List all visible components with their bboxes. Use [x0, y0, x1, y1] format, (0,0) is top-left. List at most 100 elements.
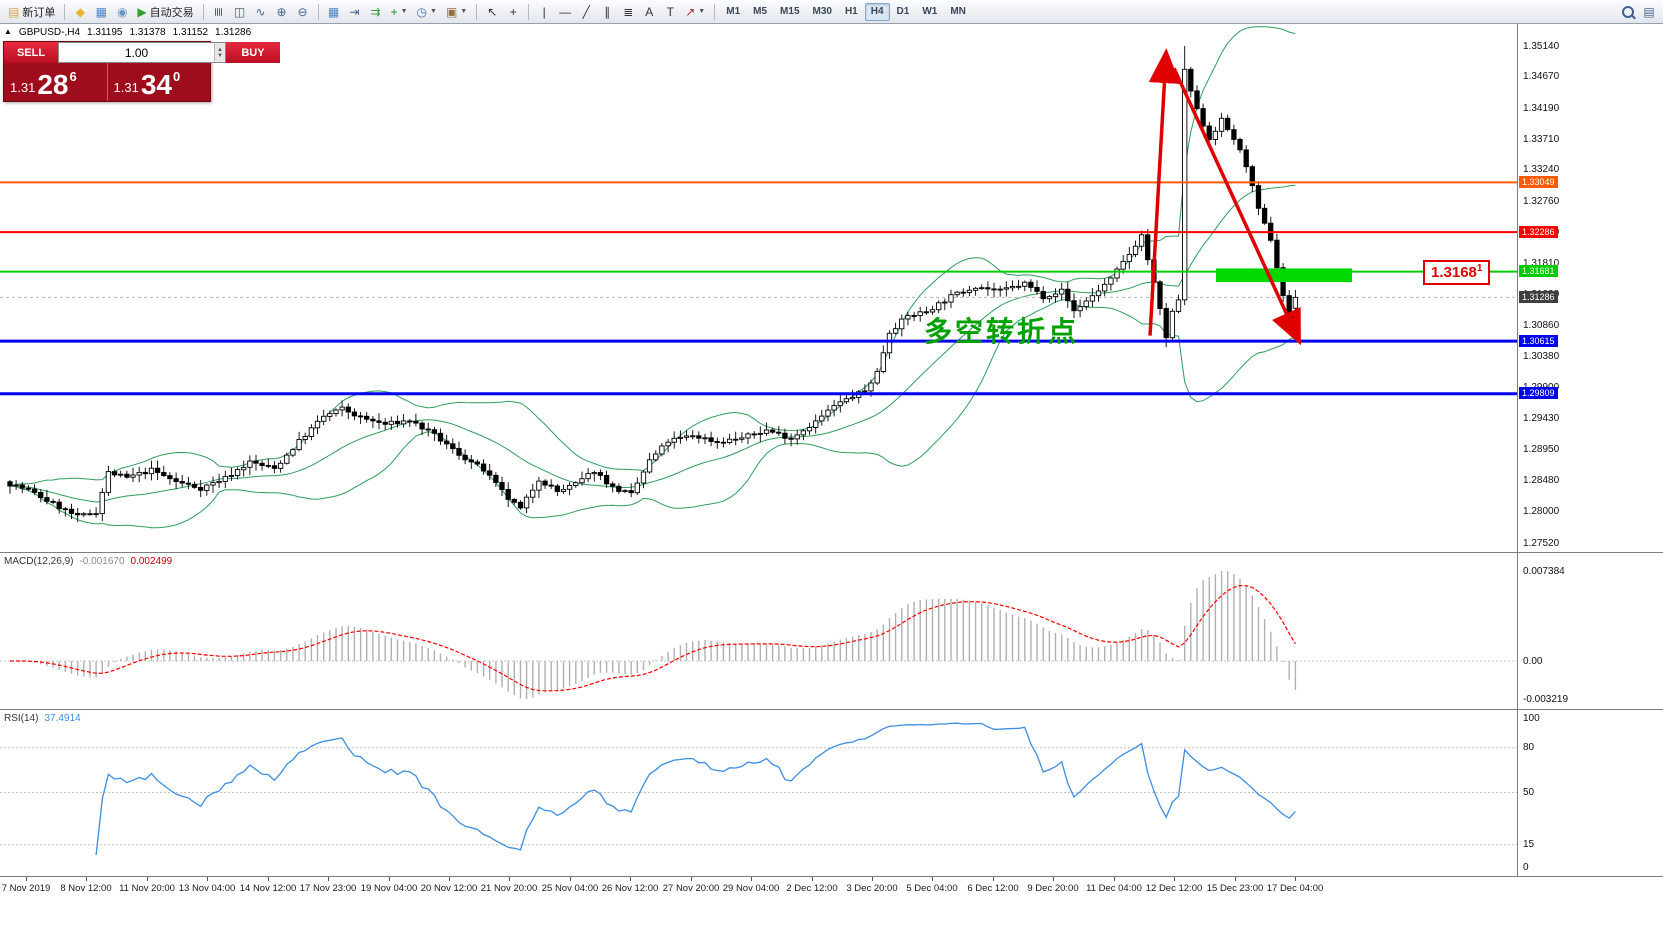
autotrading-button[interactable]: ▶ 自动交易: [133, 2, 197, 22]
timeframe-mn-button[interactable]: MN: [944, 3, 972, 21]
highlight-box[interactable]: [1216, 268, 1352, 283]
bar-chart-button[interactable]: ≣: [209, 2, 229, 22]
trend-arrow: [1172, 67, 1301, 346]
time-tick: [630, 877, 631, 881]
fibonacci-icon: ≣: [623, 4, 634, 19]
price-callout[interactable]: 1.31681: [1423, 260, 1491, 285]
templates-icon: ▣: [445, 4, 458, 19]
tile-windows-button[interactable]: ▦: [324, 2, 344, 22]
search-icon: [1622, 5, 1634, 18]
volume-up-icon[interactable]: ▲: [217, 46, 223, 53]
price-axis-label: 1.30860: [1523, 319, 1560, 331]
annotation-text[interactable]: 多空转折点: [924, 316, 1080, 347]
zoom-in-icon: ⊕: [276, 4, 287, 19]
trendline-button[interactable]: ╱: [576, 2, 596, 22]
metaeditor-button[interactable]: ◆: [70, 2, 90, 22]
macd-axis-label: 0.00: [1523, 655, 1543, 667]
search-symbols-button[interactable]: [1618, 2, 1638, 22]
volume-down-icon[interactable]: ▼: [217, 52, 223, 59]
rsi-axis[interactable]: 100 80 50 15 0: [1518, 710, 1663, 877]
price-axis[interactable]: 1.35140 1.34670 1.34190 1.33710 1.33240 1.327…: [1518, 24, 1663, 552]
rsi-canvas[interactable]: [0, 710, 1517, 877]
time-axis-label: 11 Dec 04:00: [1086, 883, 1142, 894]
time-axis-label: 8 Nov 12:00: [60, 883, 112, 894]
chart-shift-button[interactable]: ⇥: [345, 2, 365, 22]
time-axis-label: 17 Nov 23:00: [299, 883, 357, 894]
volume-input[interactable]: [59, 43, 214, 62]
new-order-icon: ▤: [8, 4, 20, 19]
timeframe-m15-button[interactable]: M15: [774, 3, 805, 21]
timeframe-m1-button[interactable]: M1: [720, 3, 746, 21]
sell-price-display[interactable]: 1.31 28 6: [4, 63, 108, 101]
rsi-axis-label: 15: [1523, 839, 1535, 851]
navigator-button[interactable]: ◉: [112, 2, 132, 22]
one-click-collapse-icon[interactable]: ▲: [4, 27, 12, 36]
zoom-out-icon: ⊖: [297, 4, 308, 19]
horizontal-lines[interactable]: [0, 181, 1517, 396]
toolbar-button-label: 自动交易: [149, 6, 194, 19]
periods-button[interactable]: ◷ ▼: [413, 2, 441, 22]
macd-label: MACD(12,26,9) -0.001670 0.002499: [4, 556, 173, 567]
volume-spin-buttons[interactable]: ▲ ▼: [214, 43, 225, 62]
timeframe-d1-button[interactable]: D1: [891, 3, 916, 21]
arrows-button[interactable]: ↗ ▼: [681, 2, 709, 22]
time-axis-label: 7 Nov 2019: [1, 883, 51, 894]
cursor-button[interactable]: ↖: [482, 2, 502, 22]
auto-scroll-icon: ⇉: [370, 4, 381, 19]
zoom-in-button[interactable]: ⊕: [272, 2, 292, 22]
auto-scroll-button[interactable]: ⇉: [366, 2, 386, 22]
macd-plot-area[interactable]: [0, 553, 1518, 710]
crosshair-button[interactable]: +: [503, 2, 523, 22]
indicators-button[interactable]: + ▼: [387, 2, 412, 22]
timeframe-m5-button[interactable]: M5: [747, 3, 773, 21]
rsi-plot-area[interactable]: [0, 710, 1518, 877]
text-label-button[interactable]: T: [660, 2, 680, 22]
crosshair-icon: +: [509, 4, 517, 19]
cursor-icon: ↖: [487, 4, 498, 19]
time-axis-label: 25 Nov 04:00: [541, 883, 599, 894]
time-axis-label: 19 Nov 04:00: [360, 883, 418, 894]
navigator-icon: ◉: [117, 4, 128, 19]
sell-button[interactable]: SELL: [4, 42, 58, 63]
text-button[interactable]: A: [639, 2, 659, 22]
time-axis-label: 9 Dec 20:00: [1027, 883, 1079, 894]
time-axis[interactable]: 7 Nov 2019 8 Nov 12:00 11 Nov 20:00 13 Nov …: [0, 876, 1663, 947]
macd-canvas[interactable]: [0, 553, 1517, 710]
time-tick: [328, 877, 329, 881]
data-window-button[interactable]: ▤: [1639, 2, 1659, 22]
volume-stepper[interactable]: ▲ ▼: [58, 42, 226, 63]
zoom-out-button[interactable]: ⊖: [293, 2, 313, 22]
bid-price-label: 1.31286: [1519, 290, 1558, 303]
horizontal-line-button[interactable]: —: [555, 2, 575, 22]
market-watch-button[interactable]: ▦: [91, 2, 111, 22]
candlestick-chart-button[interactable]: ◫: [230, 2, 250, 22]
time-axis-label: 20 Nov 12:00: [420, 883, 478, 894]
line-chart-button[interactable]: ∿: [251, 2, 271, 22]
toolbar-separator: [476, 3, 478, 20]
timeframe-h1-button[interactable]: H1: [839, 3, 864, 21]
timeframe-w1-button[interactable]: W1: [916, 3, 943, 21]
time-axis-label: 29 Nov 04:00: [722, 883, 780, 894]
one-click-trading-panel: SELL ▲ ▼ BUY 1.31286 1.313: [3, 41, 280, 102]
price-plot-area[interactable]: [0, 24, 1518, 552]
time-tick: [570, 877, 571, 881]
timeframe-m30-button[interactable]: M30: [807, 3, 838, 21]
macd-axis[interactable]: 0.007384 0.00 -0.003219: [1518, 553, 1663, 710]
ohlc-low: 1.31152: [172, 27, 209, 38]
trend-arrows[interactable]: [1148, 48, 1301, 346]
periods-icon: ◷: [416, 4, 428, 19]
timeframe-h4-button[interactable]: H4: [864, 2, 890, 21]
vertical-line-button[interactable]: |: [534, 2, 554, 22]
buy-button[interactable]: BUY: [225, 42, 280, 63]
time-tick: [509, 877, 510, 881]
buy-price-display[interactable]: 1.31 34 0: [113, 69, 181, 100]
price-axis-label: 1.33710: [1523, 133, 1560, 145]
rsi-axis-label: 80: [1523, 742, 1535, 754]
fibonacci-button[interactable]: ≣: [618, 2, 638, 22]
templates-button[interactable]: ▣ ▼: [442, 2, 471, 22]
equidistant-channel-button[interactable]: ∥: [597, 2, 617, 22]
price-chart-canvas[interactable]: [0, 24, 1517, 552]
autotrading-icon: ▶: [137, 4, 147, 19]
new-order-button[interactable]: ▤ 新订单: [4, 2, 59, 22]
